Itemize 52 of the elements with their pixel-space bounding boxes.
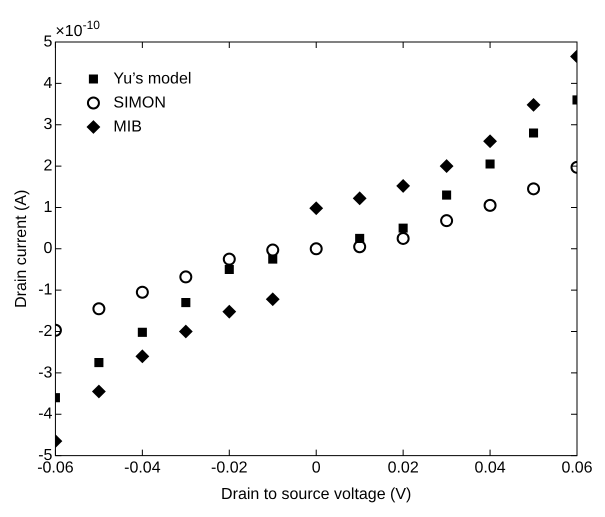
x-axis-title: Drain to source voltage (V) xyxy=(221,486,412,503)
y-tick-label: 2 xyxy=(44,157,53,174)
legend-label: Yu’s model xyxy=(113,70,192,88)
point xyxy=(266,244,280,257)
point xyxy=(527,98,540,112)
point xyxy=(92,384,106,398)
x-tick-label: 0.02 xyxy=(388,460,419,477)
point xyxy=(484,198,497,212)
point xyxy=(179,270,192,284)
y-tick-label: 0 xyxy=(44,240,53,258)
point xyxy=(355,234,364,243)
point xyxy=(224,264,234,274)
legend-label: SIMON xyxy=(113,94,166,112)
point xyxy=(396,179,410,192)
point xyxy=(92,302,106,316)
x-tick-label: 0.04 xyxy=(474,460,506,477)
point xyxy=(181,298,190,308)
point xyxy=(310,242,323,256)
x-tick-label: 0 xyxy=(312,460,321,477)
x-tick-label: -0.02 xyxy=(211,460,248,477)
y-axis-title: Drain current (A) xyxy=(13,190,30,308)
point xyxy=(484,134,497,148)
point xyxy=(179,325,192,338)
point xyxy=(136,286,149,299)
y-tick-label: -2 xyxy=(38,322,53,340)
legend-label: MIB xyxy=(113,118,142,136)
y-tick-label: 3 xyxy=(44,116,53,134)
point xyxy=(310,202,323,215)
y-tick-label: 5 xyxy=(44,33,53,50)
point xyxy=(529,128,538,138)
x-tick-label: 0.06 xyxy=(561,460,593,477)
y-tick-label: -4 xyxy=(38,406,53,423)
point xyxy=(440,214,454,228)
y-tick-label: 4 xyxy=(44,74,53,92)
point xyxy=(486,159,495,169)
point xyxy=(527,182,540,196)
point xyxy=(94,358,104,368)
point xyxy=(222,305,236,318)
point xyxy=(222,252,236,266)
point xyxy=(266,292,280,306)
point xyxy=(136,350,149,363)
point xyxy=(440,160,454,173)
point xyxy=(353,192,366,205)
x-tick-label: -0.04 xyxy=(124,460,161,477)
point xyxy=(396,232,410,245)
point xyxy=(268,254,278,264)
y-tick-label: 1 xyxy=(44,198,53,216)
point xyxy=(138,328,147,337)
point xyxy=(398,224,408,233)
point xyxy=(442,190,452,200)
y-tick-label: -3 xyxy=(38,364,53,382)
y-tick-label: -1 xyxy=(38,282,53,299)
